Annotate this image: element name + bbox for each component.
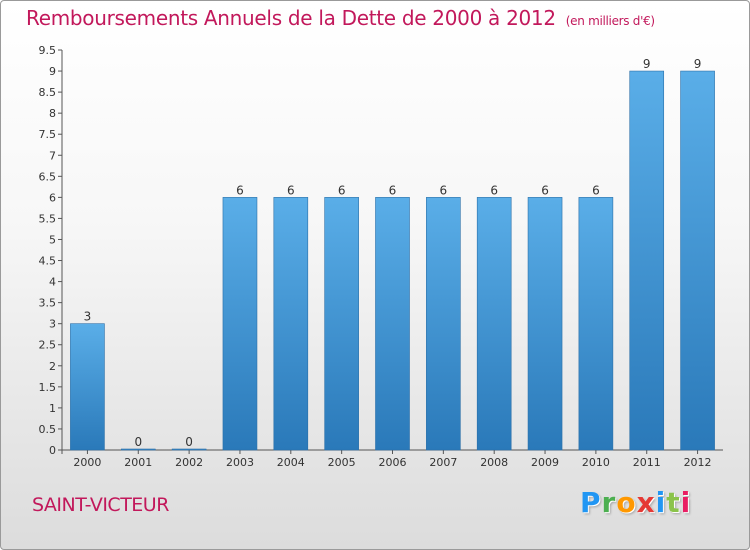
y-tick-label: 8 <box>49 107 56 120</box>
bar <box>578 197 614 451</box>
x-tick-label: 2007 <box>429 456 457 469</box>
data-label: 9 <box>694 57 702 71</box>
data-label: 0 <box>185 435 193 449</box>
x-tick-label: 2011 <box>633 456 661 469</box>
bar <box>375 197 410 451</box>
bar <box>426 197 461 451</box>
y-tick-label: 3.5 <box>39 297 57 310</box>
x-tick-label: 2012 <box>684 456 712 469</box>
x-tick-label: 2006 <box>379 456 407 469</box>
y-tick-label: 4 <box>49 276 56 289</box>
bar <box>120 448 156 451</box>
data-label: 0 <box>134 435 142 449</box>
data-labels: 3 0 0 6 6 6 6 6 6 6 6 9 9 <box>84 57 702 449</box>
y-tick-label: 7 <box>49 149 56 162</box>
bars <box>70 70 715 451</box>
y-tick-label: 4.5 <box>39 255 57 268</box>
bar <box>476 197 512 451</box>
y-tick-label: 1.5 <box>39 381 57 394</box>
bar <box>222 197 258 451</box>
logo-letter: P <box>580 486 602 519</box>
y-tick-label: 8.5 <box>39 86 57 99</box>
y-tick-label: 1 <box>49 402 56 415</box>
x-tick-label: 2002 <box>175 456 203 469</box>
x-tick-label: 2008 <box>480 456 508 469</box>
data-label: 6 <box>490 183 498 197</box>
x-tick-label: 2010 <box>582 456 610 469</box>
y-tick-label: 6 <box>49 191 56 204</box>
y-tick-label: 6.5 <box>39 170 57 183</box>
x-tick-label: 2003 <box>226 456 254 469</box>
y-tick-label: 5 <box>49 233 56 246</box>
y-tick-label: 7.5 <box>39 128 57 141</box>
y-tick-label: 3 <box>49 318 56 331</box>
x-tick-label: 2004 <box>277 456 305 469</box>
x-tick-label: 2000 <box>73 456 101 469</box>
data-label: 6 <box>287 183 295 197</box>
x-tick-label: 2005 <box>328 456 356 469</box>
logo-letter: i <box>680 486 692 519</box>
bar <box>273 197 309 451</box>
logo-letter: x <box>636 486 656 519</box>
bar <box>171 448 207 451</box>
x-tick-label: 2009 <box>531 456 559 469</box>
data-label: 6 <box>592 183 600 197</box>
y-tick-label: 9.5 <box>39 44 57 57</box>
bar <box>70 323 105 451</box>
y-tick-label: 0.5 <box>39 423 57 436</box>
chart-unit: (en milliers d'€) <box>565 14 655 28</box>
data-label: 9 <box>643 57 651 71</box>
x-tick-label: 2001 <box>124 456 152 469</box>
data-label: 3 <box>84 310 92 324</box>
data-label: 6 <box>440 183 448 197</box>
y-tick-label: 5.5 <box>39 212 57 225</box>
y-tick-label: 0 <box>49 444 56 457</box>
y-tick-label: 9 <box>49 65 56 78</box>
proxiti-logo: Proxiti <box>580 486 691 519</box>
logo-letter: r <box>601 486 617 519</box>
bar <box>324 197 359 451</box>
y-tick-label: 2 <box>49 360 56 373</box>
chart-title: Remboursements Annuels de la Dette de 20… <box>26 6 655 30</box>
logo-letter: i <box>655 486 667 519</box>
bar <box>527 197 563 451</box>
y-tick-label: 2.5 <box>39 339 57 352</box>
data-label: 6 <box>236 183 244 197</box>
logo-letter: t <box>666 486 681 519</box>
data-label: 6 <box>541 183 549 197</box>
data-label: 6 <box>389 183 397 197</box>
chart-title-text: Remboursements Annuels de la Dette de 20… <box>26 6 556 30</box>
bar <box>680 70 715 451</box>
data-label: 6 <box>338 183 346 197</box>
bar <box>629 70 665 451</box>
logo-letter: o <box>616 486 637 519</box>
commune-name: SAINT-VICTEUR <box>32 494 169 516</box>
